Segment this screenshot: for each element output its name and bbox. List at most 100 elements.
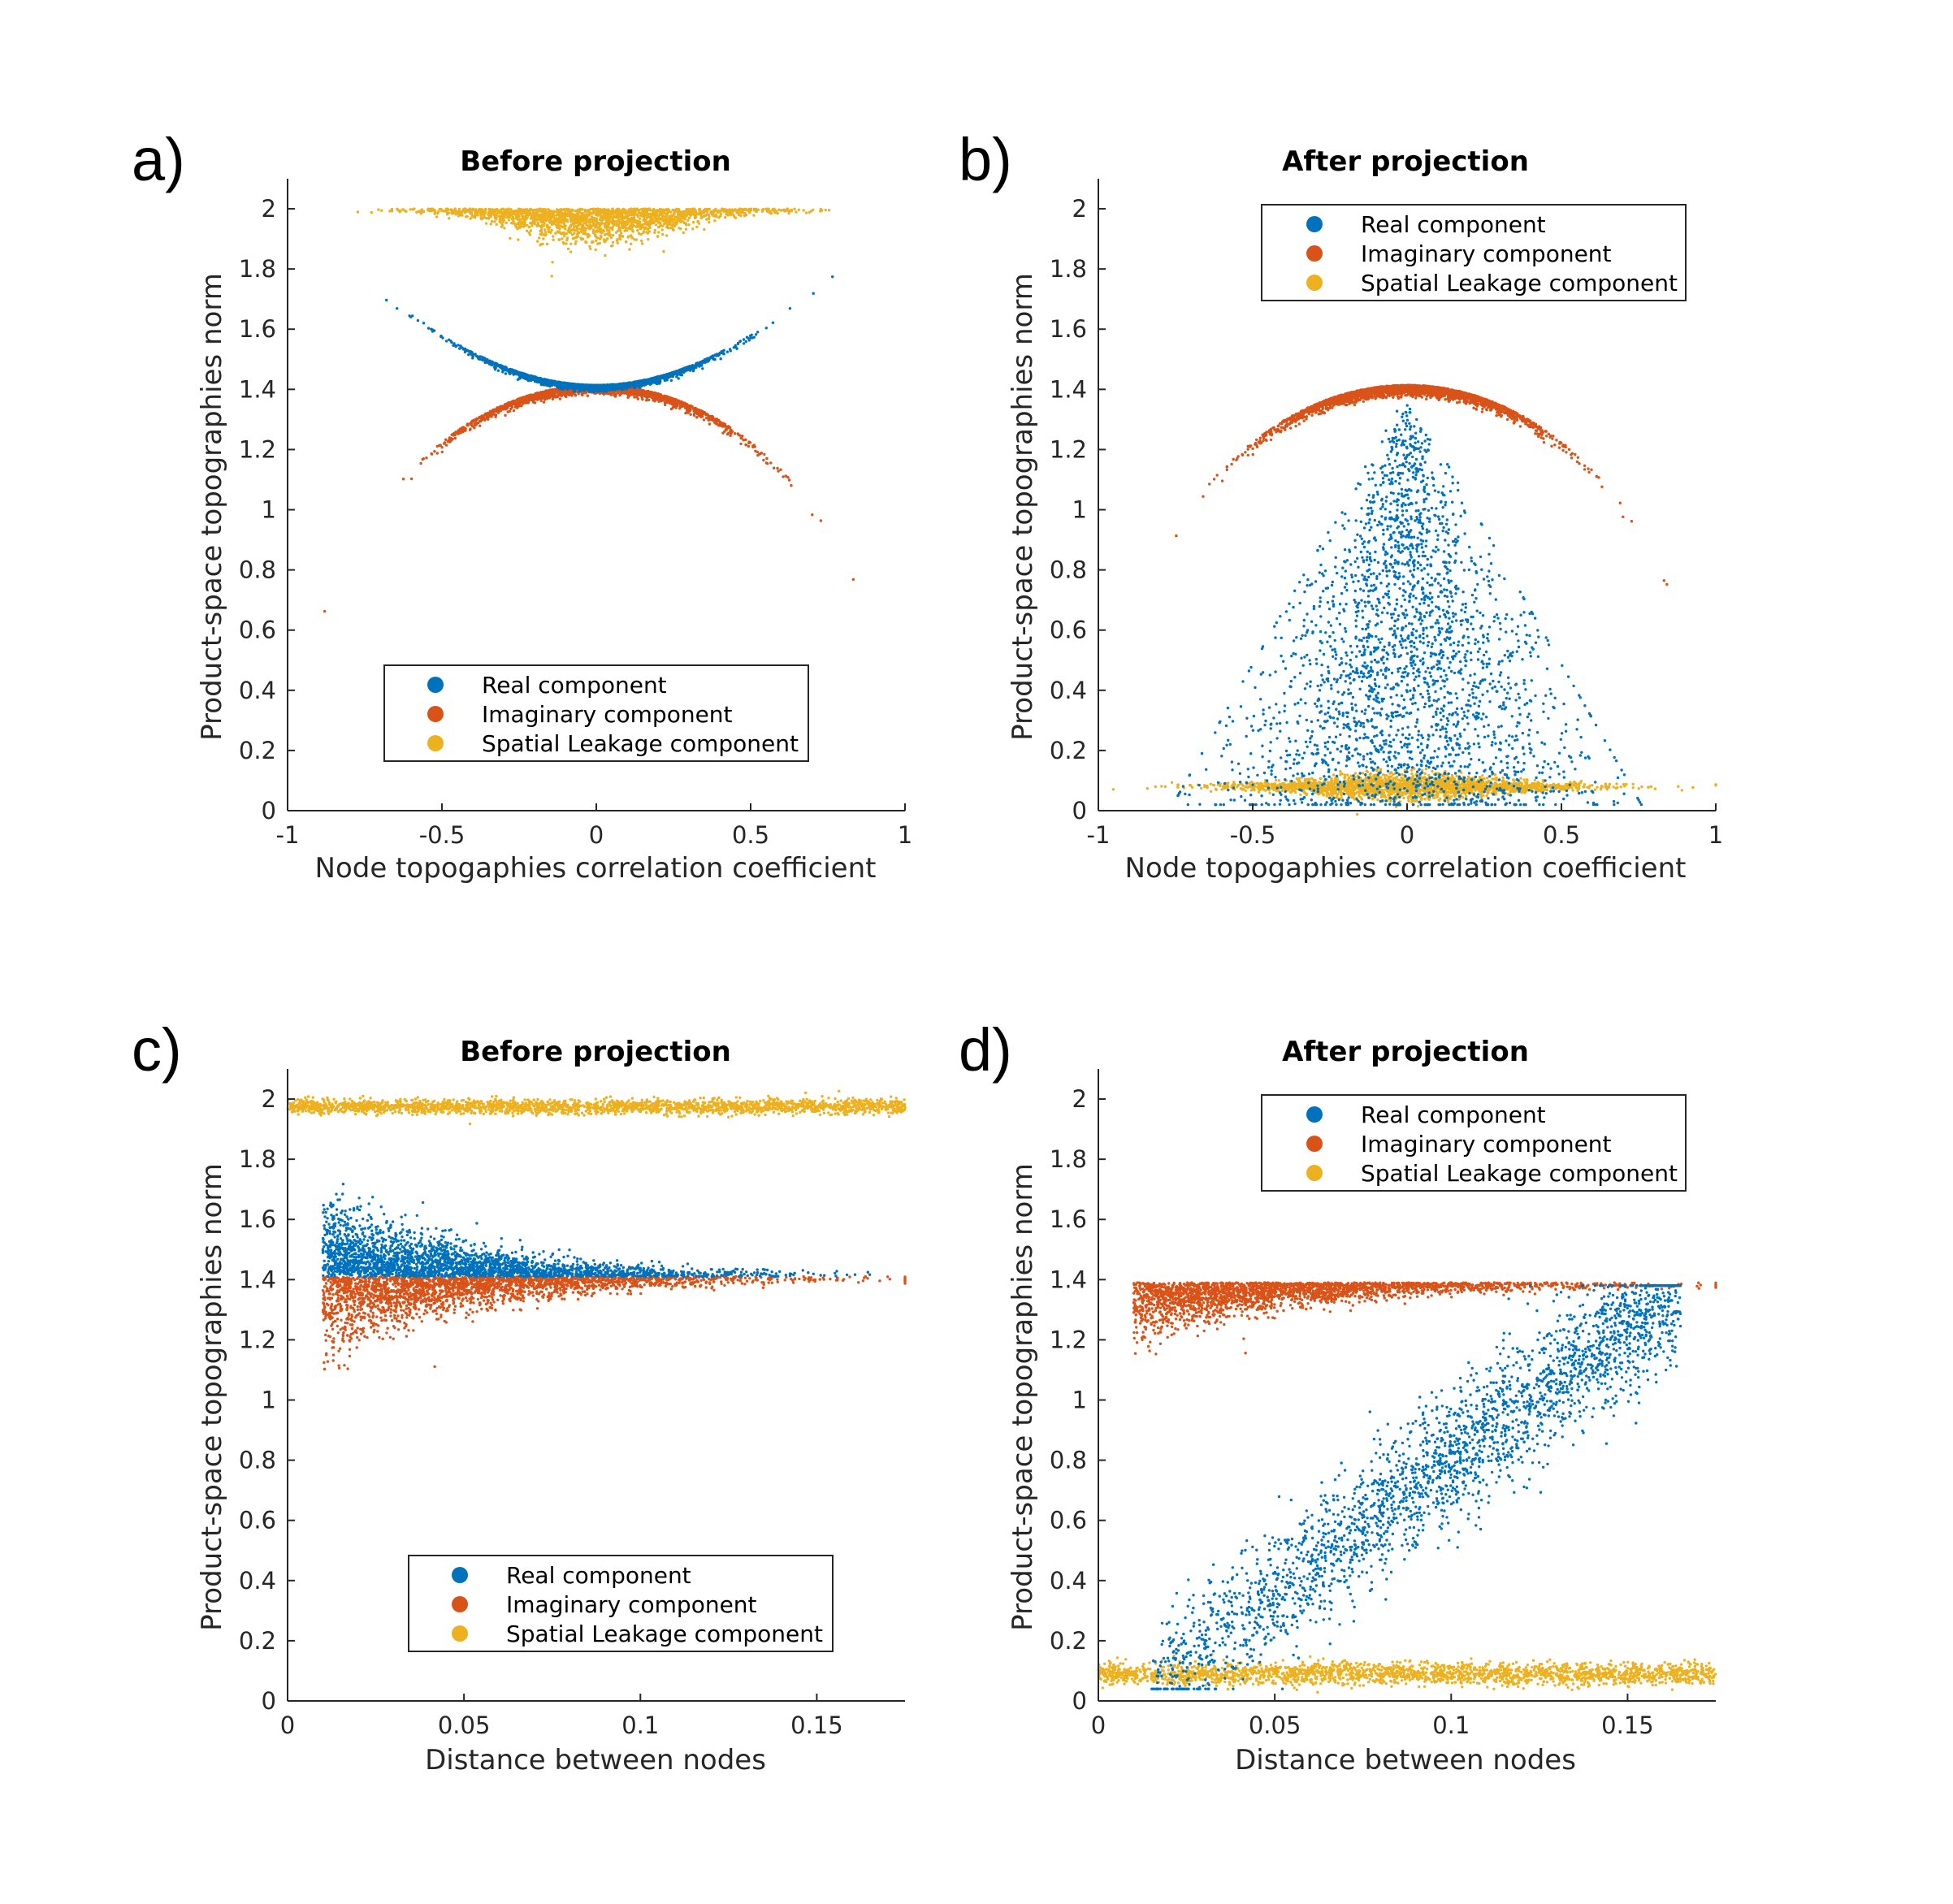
imaginary-point (790, 484, 793, 487)
leakage-point (565, 236, 569, 240)
imaginary-point (524, 399, 528, 402)
leakage-point (688, 216, 691, 219)
leakage-point (602, 228, 605, 232)
leakage-point (569, 211, 573, 215)
imaginary-point (439, 444, 442, 447)
leakage-point (712, 214, 715, 217)
leakage-point (642, 230, 646, 233)
imaginary-point (664, 396, 667, 399)
imaginary-point (769, 461, 773, 465)
leakage-point (526, 223, 529, 227)
imaginary-point (747, 444, 751, 448)
leakage-point (663, 223, 666, 226)
leakage-point (820, 209, 824, 212)
imaginary-point (765, 457, 769, 461)
leakage-point (538, 236, 541, 240)
imaginary-point (714, 419, 718, 423)
imaginary-point (851, 578, 855, 581)
leakage-point (507, 219, 511, 222)
leakage-point (666, 209, 670, 212)
leakage-point (491, 213, 494, 216)
imaginary-point (487, 418, 490, 421)
leakage-point (574, 225, 578, 228)
leakage-point (567, 228, 571, 232)
leakage-point (632, 212, 635, 215)
imaginary-point (461, 429, 465, 432)
imaginary-point (430, 452, 433, 456)
leakage-point (515, 210, 518, 213)
leakage-point (703, 227, 706, 232)
leakage-point (612, 233, 615, 237)
leakage-point (606, 232, 609, 236)
imaginary-point (670, 401, 673, 405)
leakage-point (529, 217, 533, 220)
leakage-point (554, 232, 557, 235)
imaginary-point (719, 423, 723, 426)
leakage-point (503, 227, 506, 230)
imaginary-point (551, 397, 554, 400)
leakage-point (634, 219, 639, 223)
leakage-point (569, 217, 572, 221)
leakage-point (529, 229, 532, 232)
leakage-point (522, 214, 526, 219)
leakage-point (502, 219, 506, 222)
leakage-point (639, 227, 642, 231)
imaginary-point (819, 519, 823, 522)
leakage-point (596, 242, 600, 245)
leakage-point (574, 242, 577, 245)
scatter-points (323, 207, 855, 613)
leakage-point (752, 207, 756, 210)
leakage-point (493, 210, 496, 213)
leakage-point (689, 214, 693, 217)
imaginary-point (506, 410, 509, 413)
leakage-point (607, 214, 610, 217)
leakage-point (691, 208, 695, 211)
leakage-point (647, 207, 650, 210)
leakage-point (615, 219, 618, 223)
imaginary-point (652, 399, 655, 402)
leakage-point (582, 218, 586, 222)
leakage-point (654, 211, 657, 215)
leakage-point (714, 207, 717, 211)
leakage-point (603, 238, 606, 241)
leakage-point (743, 208, 747, 211)
leakage-point (626, 236, 630, 239)
imaginary-point (570, 392, 574, 396)
leakage-point (542, 212, 546, 215)
leakage-point (480, 212, 484, 215)
leakage-point (511, 212, 514, 216)
leakage-point (493, 220, 496, 223)
leakage-point (582, 230, 587, 234)
leakage-point (617, 212, 621, 216)
leakage-point (484, 207, 487, 211)
leakage-point (370, 210, 373, 214)
leakage-point (510, 218, 514, 221)
leakage-point (504, 221, 508, 224)
leakage-point (680, 215, 683, 219)
leakage-point (636, 213, 639, 216)
leakage-point (497, 210, 500, 214)
leakage-point (501, 213, 505, 216)
leakage-point (661, 232, 665, 236)
leakage-point (699, 215, 703, 219)
imaginary-point (730, 430, 734, 433)
imaginary-point (469, 422, 472, 426)
imaginary-point (681, 405, 684, 408)
imaginary-point (706, 413, 710, 417)
leakage-point (584, 240, 587, 244)
imaginary-point (744, 443, 747, 447)
imaginary-point (565, 395, 568, 399)
imaginary-point (586, 394, 590, 397)
leakage-point (558, 221, 561, 224)
leakage-point (539, 209, 543, 213)
leakage-point (547, 208, 550, 211)
real-point (735, 347, 738, 350)
leakage-point (702, 214, 705, 219)
leakage-point (565, 220, 569, 223)
leakage-point (677, 214, 680, 217)
leakage-point (548, 217, 552, 220)
leakage-point (607, 222, 611, 226)
leakage-point (415, 210, 418, 214)
leakage-point (501, 207, 504, 210)
leakage-point (516, 218, 520, 221)
